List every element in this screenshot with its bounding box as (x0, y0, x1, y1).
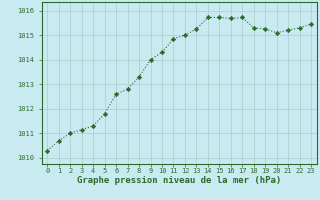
X-axis label: Graphe pression niveau de la mer (hPa): Graphe pression niveau de la mer (hPa) (77, 176, 281, 185)
